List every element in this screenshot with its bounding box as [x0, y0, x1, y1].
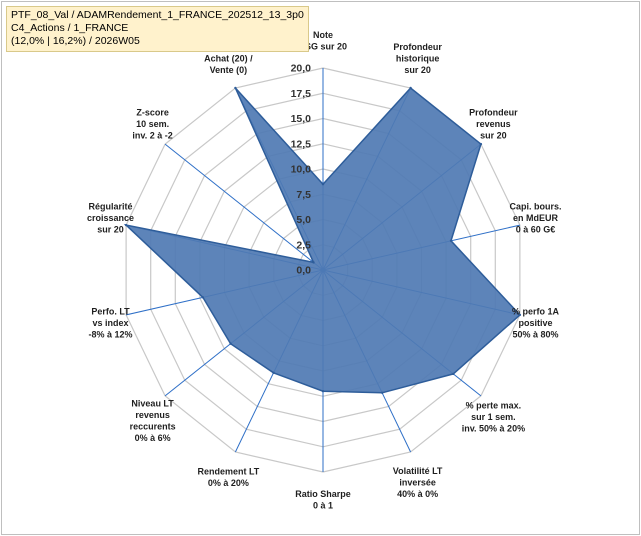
axis-label-line: Volatilité LT [393, 466, 443, 476]
axis-label-line: sur 1 sem. [471, 412, 516, 422]
data-point [124, 223, 128, 227]
axis-label-line: Z-score [136, 107, 169, 117]
axis-label-line: Profondeur [393, 42, 442, 52]
axis-label-line: Régularité [88, 202, 132, 212]
info-line-3: (12,0% | 16,2%) / 2026W05 [11, 35, 140, 47]
tick-label: 10,0 [291, 164, 312, 176]
info-line-1: PTF_08_Val / ADAMRendement_1_FRANCE_2025… [11, 9, 304, 21]
axis-label: Volatilité LT inversée 40% à 0% [393, 466, 443, 499]
axis-label-line: sur 20 [404, 65, 431, 75]
tick-label: 20,0 [291, 63, 312, 75]
data-point [409, 86, 412, 90]
axis-label-line: Achat (20) / [204, 54, 253, 64]
tick-labels: 0,0 2,5 5,0 7,5 10,0 12,5 15,0 17,5 20,0 [291, 63, 312, 277]
axis-label-line: revenus [476, 119, 511, 129]
axis-label-line: Niveau LT [131, 399, 174, 409]
axis-label-line: croissance [87, 213, 134, 223]
axis-label: Perfo. LT vs index -8% à 12% [88, 306, 132, 339]
axis-label-line: Note [313, 30, 333, 40]
axis-label-line: 50% à 80% [512, 329, 558, 339]
data-point [234, 86, 237, 90]
data-point [518, 313, 522, 317]
axis-labels: Note ESG sur 20 Profondeur historique sur 20… [87, 30, 562, 511]
axis-label-line: Rendement LT [197, 467, 259, 477]
axis-label-line: % perte max. [466, 401, 522, 411]
data-point [229, 342, 232, 345]
axis-label: Capi. bours. en MdEUR 0 à 60 G€ [509, 202, 561, 235]
axis-label: Rendement LT 0% à 20% [197, 467, 259, 489]
data-point [479, 142, 483, 146]
axis-label-line: 0% à 6% [135, 433, 171, 443]
data-point [312, 261, 315, 264]
tick-label: 0,0 [296, 265, 311, 277]
axis-label: Z-score 10 sem. inv. 2 à -2 [132, 107, 172, 140]
data-point [201, 296, 205, 299]
axis-label-line: positive [518, 318, 552, 328]
axis-spoke [164, 143, 324, 271]
axis-label: Profondeur historique sur 20 [393, 42, 442, 75]
axis-label-line: sur 20 [97, 225, 124, 235]
axis-label-line: % perfo 1A [512, 306, 560, 316]
axis-label-line: sur 20 [480, 130, 507, 140]
tick-label: 7,5 [296, 189, 311, 201]
axis-label: Niveau LT revenus reccurents 0% à 6% [130, 399, 176, 444]
series [123, 86, 522, 394]
info-box: PTF_08_Val / ADAMRendement_1_FRANCE_2025… [6, 6, 309, 52]
axis-label-line: revenus [135, 410, 170, 420]
tick-label: 12,5 [291, 138, 312, 150]
axis-label-line: inversée [399, 477, 436, 487]
axis-label-line: inv. 50% à 20% [462, 424, 525, 434]
axis-label-line: 10 sem. [136, 119, 169, 129]
axis-label-line: inv. 2 à -2 [132, 130, 172, 140]
data-point [452, 372, 455, 376]
info-line-2: C4_Actions / 1_FRANCE [11, 22, 129, 34]
axis-label-line: 40% à 0% [397, 489, 438, 499]
axis-label-line: en MdEUR [513, 213, 559, 223]
axis-label-line: Capi. bours. [509, 202, 561, 212]
axis-label: % perfo 1A positive 50% à 80% [512, 306, 560, 339]
data-point [449, 239, 453, 242]
data-point [321, 390, 325, 393]
axis-label: % perte max. sur 1 sem. inv. 50% à 20% [462, 401, 525, 434]
tick-label: 5,0 [296, 214, 311, 226]
tick-label: 2,5 [296, 239, 311, 251]
data-point [272, 371, 275, 374]
data-point [381, 391, 384, 394]
axis-label-line: 0% à 20% [208, 478, 249, 488]
tick-label: 15,0 [291, 113, 312, 125]
data-point [321, 183, 325, 186]
axis-label-line: Perfo. LT [91, 306, 130, 316]
axis-label-line: reccurents [130, 422, 176, 432]
axis-label-line: 0 à 60 G€ [516, 225, 556, 235]
axis-label-line: Profondeur [469, 107, 518, 117]
axis-label: Note ESG sur 20 [299, 30, 347, 52]
axis-label: Régularité croissance sur 20 [87, 202, 134, 235]
axis-label-line: historique [396, 54, 440, 64]
axis-label-line: 0 à 1 [313, 501, 333, 511]
axis-label-line: Vente (0) [210, 65, 248, 75]
axis-label-line: ESG sur 20 [299, 42, 347, 52]
axis-label: Profondeur revenus sur 20 [469, 107, 518, 140]
axis-label-line: Ratio Sharpe [295, 489, 351, 499]
axis-label: Ratio Sharpe 0 à 1 [295, 489, 351, 511]
axis-label-line: vs index [92, 318, 128, 328]
tick-label: 17,5 [291, 88, 312, 100]
axis-label-line: -8% à 12% [88, 329, 132, 339]
